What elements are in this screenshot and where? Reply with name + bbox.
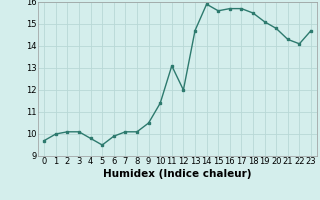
X-axis label: Humidex (Indice chaleur): Humidex (Indice chaleur) (103, 169, 252, 179)
